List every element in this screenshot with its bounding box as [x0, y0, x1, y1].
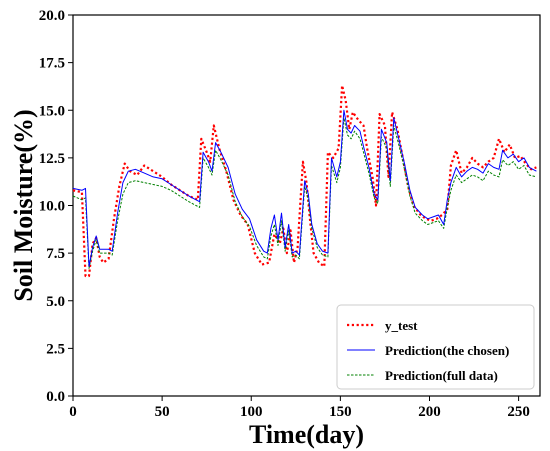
- y-tick-label: 12.5: [39, 151, 65, 167]
- y-tick-label: 17.5: [39, 56, 65, 72]
- y-tick-label: 2.5: [46, 341, 65, 357]
- y-axis-title: Soil Moisture(%): [9, 109, 38, 301]
- y-tick-label: 15.0: [39, 103, 65, 119]
- legend-box: [336, 304, 535, 390]
- x-tick-label: 200: [418, 404, 441, 420]
- x-tick-label: 0: [69, 404, 77, 420]
- legend-label: y_test: [385, 318, 418, 333]
- x-tick-label: 50: [155, 404, 170, 420]
- y-tick-label: 20.0: [39, 8, 65, 24]
- series-line-prediction-the-chosen: [72, 109, 537, 267]
- series-line-prediction-full-data: [72, 117, 537, 269]
- series-layer: [72, 84, 537, 278]
- y-tick-label: 10.0: [39, 199, 65, 215]
- legend-label: Prediction(full data): [385, 368, 498, 383]
- y-tick-label: 5.0: [46, 294, 65, 310]
- legend-label: Prediction(the chosen): [385, 343, 509, 358]
- x-tick-label: 150: [329, 404, 352, 420]
- y-tick-label: 7.5: [46, 246, 65, 262]
- x-axis-title: Time(day): [249, 420, 364, 449]
- legend: y_test Prediction(the chosen) Prediction(f…: [336, 304, 535, 390]
- y-axis: 0.0 2.5 5.0 7.5 10.0 12.5 15.0 17.5 20.0: [39, 8, 73, 405]
- x-tick-label: 250: [507, 404, 530, 420]
- x-axis: 0 50 100 150 200 250: [69, 396, 530, 420]
- series-line-y-test: [72, 84, 537, 278]
- x-tick-label: 100: [240, 404, 263, 420]
- y-tick-label: 0.0: [46, 389, 65, 405]
